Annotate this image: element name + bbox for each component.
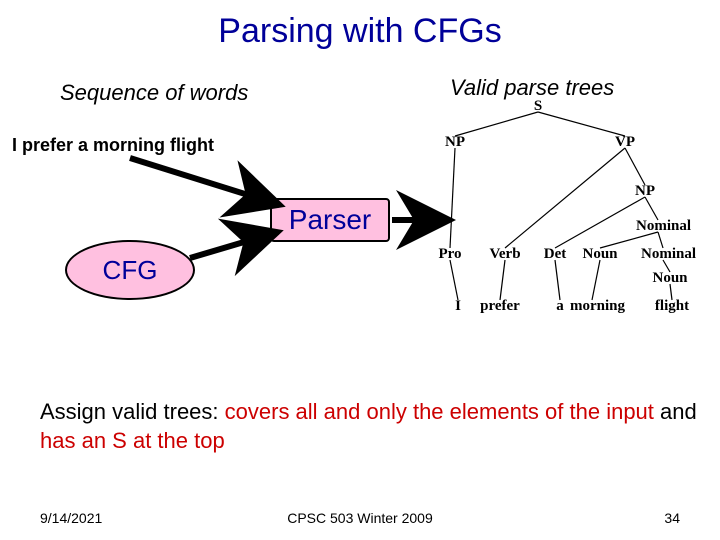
tree-node-NP1: NP bbox=[433, 134, 477, 151]
cfg-ellipse: CFG bbox=[65, 240, 195, 300]
footer-page: 34 bbox=[664, 510, 680, 526]
assign-part3: and bbox=[654, 399, 697, 424]
tree-node-Noun1: Noun bbox=[578, 246, 622, 263]
tree-node-S: S bbox=[516, 98, 560, 115]
assign-part2: covers all and only the elements of the … bbox=[225, 399, 654, 424]
parse-tree: SNPVPNPNominalProVerbDetNounNominalNounI… bbox=[410, 98, 710, 358]
tree-node-Pro: Pro bbox=[428, 246, 472, 263]
tree-node-Noun2: Noun bbox=[648, 270, 692, 287]
tree-node-Det: Det bbox=[533, 246, 577, 263]
assign-part1: Assign valid trees: bbox=[40, 399, 225, 424]
slide-title: Parsing with CFGs bbox=[0, 12, 720, 51]
tree-node-VP: VP bbox=[603, 134, 647, 151]
tree-node-Nominal2: Nominal bbox=[641, 246, 696, 263]
tree-node-morning: morning bbox=[570, 298, 625, 315]
tree-node-NP2: NP bbox=[623, 183, 667, 200]
tree-node-prefer: prefer bbox=[478, 298, 522, 315]
example-sentence: I prefer a morning flight bbox=[12, 135, 214, 156]
assign-text: Assign valid trees: covers all and only … bbox=[40, 398, 710, 455]
assign-part4: has an S at the top bbox=[40, 428, 225, 453]
tree-node-I: I bbox=[436, 298, 480, 315]
tree-node-Verb: Verb bbox=[483, 246, 527, 263]
parser-box: Parser bbox=[270, 198, 390, 242]
footer-course: CPSC 503 Winter 2009 bbox=[0, 510, 720, 526]
tree-node-Nominal1: Nominal bbox=[636, 218, 691, 235]
tree-node-flight: flight bbox=[650, 298, 694, 315]
sequence-label: Sequence of words bbox=[60, 80, 248, 106]
